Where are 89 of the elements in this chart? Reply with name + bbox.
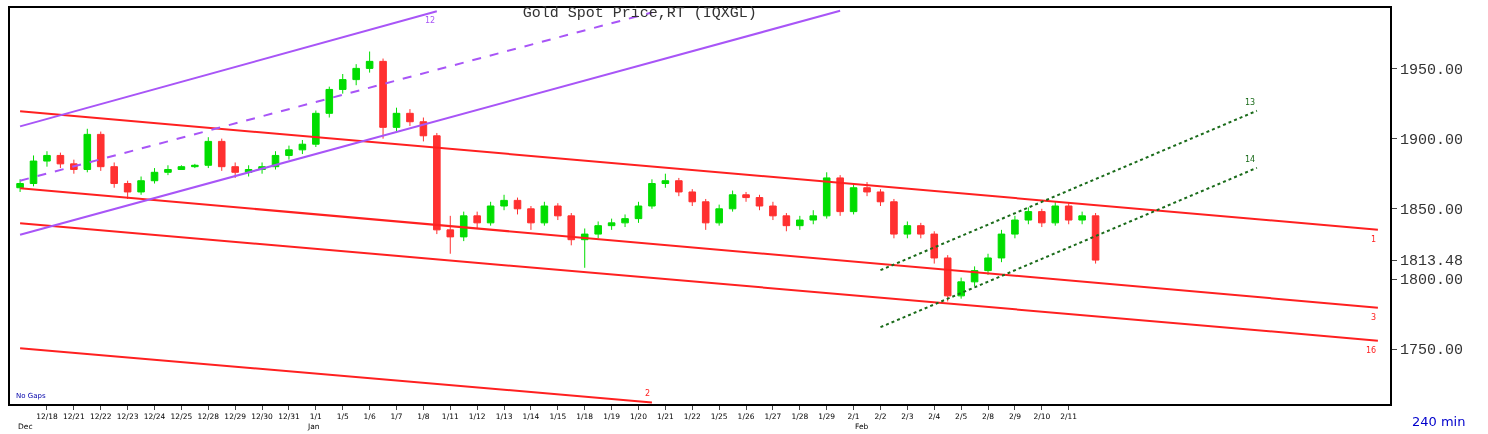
candlestick	[406, 108, 414, 127]
candlestick	[473, 211, 481, 229]
candlestick	[890, 198, 898, 239]
y-tick-label: 1950.00	[1400, 61, 1464, 79]
candlestick	[56, 152, 65, 169]
candlestick	[1091, 212, 1100, 265]
candlestick	[392, 107, 401, 133]
candlestick	[675, 177, 683, 197]
candlestick	[1011, 215, 1019, 239]
candlestick	[16, 178, 24, 193]
candlestick	[191, 163, 199, 169]
candlestick	[83, 128, 92, 173]
candlestick	[312, 110, 320, 148]
candlestick	[433, 132, 441, 235]
candlestick	[554, 202, 562, 221]
series-label: 1	[1371, 235, 1377, 244]
candlestick	[769, 201, 777, 221]
candlestick	[164, 164, 172, 176]
chart-title: Gold Spot Price,RT (IQXGL)	[522, 5, 757, 23]
candlestick	[379, 58, 387, 140]
candlestick	[594, 220, 602, 239]
candlestick	[742, 191, 750, 203]
candlestick	[96, 131, 105, 172]
y-tick-label: 1850.00	[1400, 202, 1464, 220]
series-label: 2	[645, 389, 651, 398]
candlestick	[446, 215, 455, 255]
candlestick	[621, 213, 629, 228]
candlestick	[876, 188, 885, 207]
candlestick	[567, 212, 576, 246]
candlestick	[540, 201, 549, 227]
text: 240 min	[1412, 414, 1466, 429]
candlestick	[634, 201, 643, 224]
candlestick	[796, 215, 804, 231]
candlestick	[917, 222, 925, 239]
candlestick	[123, 180, 132, 200]
candlestick	[1038, 208, 1046, 228]
series-label: 14	[1245, 155, 1256, 164]
candlestick	[137, 176, 145, 196]
candlestick	[285, 145, 293, 161]
candlestick	[943, 254, 952, 302]
candlestick	[486, 201, 495, 227]
candlestick	[863, 181, 871, 197]
candlestick	[1064, 202, 1073, 225]
candlestick	[43, 150, 51, 168]
candlestick	[701, 198, 710, 231]
candlestick	[957, 277, 965, 300]
candlestick	[836, 174, 844, 217]
candlestick	[782, 212, 791, 232]
candlestick	[29, 154, 38, 187]
candlestick	[688, 188, 697, 207]
candlestick	[1078, 211, 1086, 225]
candlestick	[325, 86, 334, 119]
candlestick	[849, 183, 858, 215]
candlestick	[527, 205, 535, 231]
candlestick	[365, 51, 374, 74]
candlestick	[728, 190, 737, 213]
candlestick	[648, 178, 656, 210]
candlestick	[930, 230, 939, 265]
series-label: 13	[1245, 98, 1256, 107]
candlestick	[513, 197, 522, 215]
candlestick	[352, 63, 360, 86]
series-label: 16	[1366, 346, 1377, 355]
series-label: 3	[1371, 313, 1377, 322]
candlestick	[110, 161, 118, 189]
candlestick	[177, 164, 186, 170]
candlestick	[1051, 201, 1060, 227]
candlestick	[500, 194, 508, 211]
candlestick	[661, 173, 670, 189]
candlestick	[903, 220, 912, 239]
candlestick	[822, 171, 831, 220]
y-tick-label: 1813.48	[1400, 253, 1464, 271]
candlestick	[997, 229, 1006, 263]
y-tick-label: 1750.00	[1400, 342, 1464, 360]
candlestick	[809, 209, 818, 225]
candlestick	[298, 139, 307, 155]
series-label: 12	[425, 16, 436, 25]
candlestick	[231, 161, 239, 179]
candlestick	[755, 194, 764, 211]
candlestick	[204, 136, 213, 169]
candlestick	[715, 204, 723, 227]
candlestick	[459, 211, 468, 242]
y-tick-label: 1900.00	[1400, 131, 1464, 149]
candlestick	[338, 73, 347, 95]
candlestick	[607, 218, 616, 231]
y-tick-label: 1800.00	[1400, 272, 1464, 290]
candlestick	[1024, 206, 1033, 225]
candlestick	[217, 138, 226, 172]
candlestick	[150, 167, 159, 185]
candlestick	[984, 253, 992, 276]
